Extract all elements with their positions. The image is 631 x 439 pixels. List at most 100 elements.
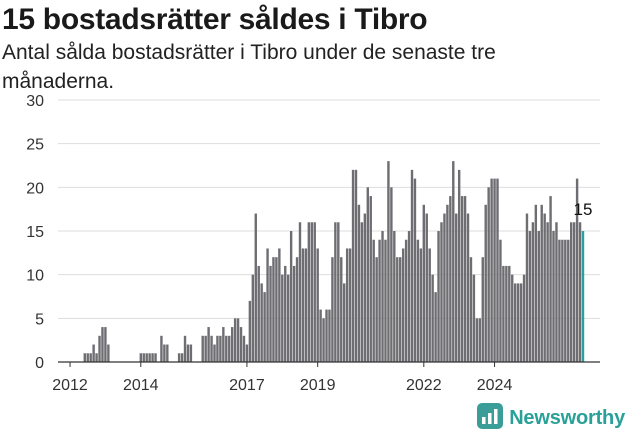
- bar: [463, 196, 467, 362]
- bar: [142, 353, 145, 362]
- bar: [505, 265, 508, 362]
- bar: [301, 248, 305, 362]
- bar: [513, 283, 517, 362]
- bar: [570, 222, 573, 362]
- bar: [219, 335, 222, 362]
- bar: [549, 196, 552, 362]
- bar: [334, 222, 337, 362]
- bar: [561, 239, 564, 362]
- bar: [148, 353, 151, 362]
- x-axis: 2012 2014 2017 2019 2022 2024: [52, 361, 600, 394]
- bar: [446, 204, 449, 362]
- bar: [289, 231, 293, 362]
- bar: [101, 327, 104, 362]
- bar: [434, 292, 437, 362]
- y-tick-label: 20: [26, 180, 44, 197]
- bar: [254, 213, 257, 362]
- bar: [457, 169, 461, 362]
- newsworthy-brand: Newsworthy: [477, 403, 625, 434]
- bar: [292, 265, 296, 362]
- bar: [440, 222, 443, 362]
- bar: [345, 248, 349, 362]
- bar: [534, 204, 538, 362]
- x-tick-label: 2014: [123, 377, 159, 394]
- bar: [201, 335, 204, 362]
- bar: [528, 231, 532, 362]
- bar: [304, 248, 308, 362]
- bar: [575, 178, 579, 362]
- bar: [257, 265, 260, 362]
- bar: [484, 204, 487, 362]
- annotations: 15: [574, 200, 593, 219]
- bar: [425, 213, 428, 362]
- bar: [216, 335, 219, 362]
- bar: [260, 283, 263, 362]
- newsworthy-logo-icon: [477, 403, 504, 434]
- bar: [163, 344, 166, 362]
- bar: [390, 187, 393, 362]
- bar: [481, 257, 484, 362]
- bar: [340, 257, 343, 362]
- bar: [516, 283, 520, 362]
- bar: [180, 353, 184, 362]
- bar: [331, 257, 334, 362]
- bar: [572, 222, 576, 362]
- bar: [298, 222, 302, 362]
- bar: [89, 353, 92, 362]
- bar: [401, 248, 405, 362]
- bar: [407, 231, 411, 362]
- bar: [145, 353, 148, 362]
- bar: [269, 265, 272, 362]
- bar: [328, 309, 331, 362]
- bar: [251, 274, 255, 362]
- bar: [511, 274, 514, 362]
- y-tick-label: 30: [26, 93, 44, 110]
- bar: [522, 274, 526, 362]
- bar: [210, 335, 213, 362]
- bar: [177, 353, 181, 362]
- bar: [399, 257, 402, 362]
- y-tick-label: 10: [26, 268, 44, 285]
- bar: [416, 239, 420, 362]
- bar: [499, 239, 502, 362]
- bar: [384, 239, 387, 362]
- bar: [186, 344, 190, 362]
- bar: [322, 318, 325, 362]
- bar: [460, 196, 464, 362]
- bar: [213, 344, 216, 362]
- y-tick-label: 15: [26, 224, 44, 241]
- bar: [354, 169, 358, 362]
- bar: [443, 213, 446, 362]
- bar: [567, 239, 570, 362]
- bar: [307, 222, 311, 362]
- bar: [95, 353, 98, 362]
- x-tick-label: 2024: [477, 377, 513, 394]
- bar: [225, 335, 228, 362]
- bar: [404, 239, 408, 362]
- bar: [160, 335, 163, 362]
- x-tick-label: 2012: [52, 377, 88, 394]
- bar: [83, 353, 86, 362]
- bar: [455, 213, 458, 362]
- bar: [357, 204, 361, 362]
- bar: [564, 239, 567, 362]
- bar: [369, 196, 372, 362]
- bar: [313, 222, 316, 362]
- bar: [98, 335, 101, 362]
- bar: [228, 335, 231, 362]
- bar: [396, 257, 399, 362]
- bar: [204, 335, 207, 362]
- bar: [449, 196, 452, 362]
- bar: [478, 318, 482, 362]
- bar: [555, 222, 558, 362]
- bar: [325, 309, 328, 362]
- bar: [295, 257, 299, 362]
- bar: [519, 283, 523, 362]
- bar: [531, 222, 535, 362]
- y-tick-label: 25: [26, 137, 44, 154]
- bars: [83, 161, 585, 362]
- bar: [351, 169, 355, 362]
- bar: [281, 274, 284, 362]
- bar: [393, 231, 396, 362]
- bar: [496, 178, 499, 362]
